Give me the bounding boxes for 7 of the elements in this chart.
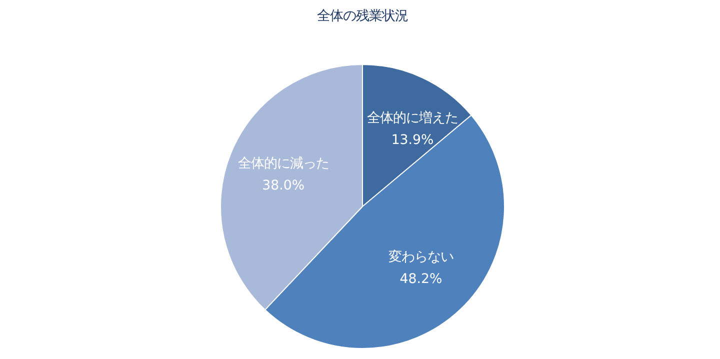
- slice-label: 全体的に減った: [238, 156, 329, 172]
- data-label: 48.2%: [400, 272, 442, 287]
- data-label: 38.0%: [262, 178, 304, 194]
- chart-title: 全体の残業状況: [317, 9, 408, 24]
- slice-label: 全体的に増えた: [367, 110, 458, 126]
- data-label: 13.9%: [391, 132, 434, 148]
- slice-label: 変わらない: [388, 248, 454, 265]
